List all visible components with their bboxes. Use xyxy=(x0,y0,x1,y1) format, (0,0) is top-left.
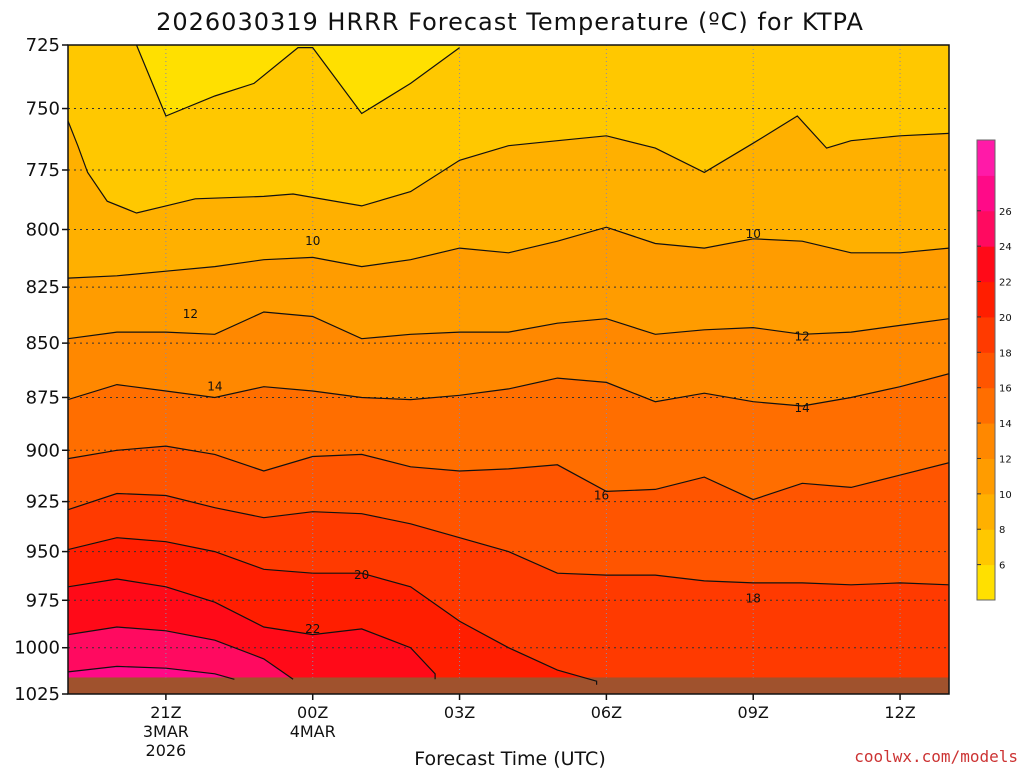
credit-text: coolwx.com/models xyxy=(854,747,1018,766)
contour-label-12: 12 xyxy=(795,329,810,343)
contour-label-16: 16 xyxy=(594,489,609,503)
contour-line-6 xyxy=(135,45,460,117)
legend-swatch-16 xyxy=(977,352,995,389)
y-tick-label: 875 xyxy=(26,387,60,408)
legend-swatch-28 xyxy=(977,140,995,176)
contour-line-22 xyxy=(68,578,436,680)
legend-swatch-4 xyxy=(977,564,995,601)
legend-label: 16 xyxy=(999,384,1012,395)
y-tick-label: 850 xyxy=(26,333,60,354)
grid-lines xyxy=(68,44,949,695)
x-axis-label: Forecast Time (UTC) xyxy=(414,748,605,768)
plot-area: 10 10 12 12 14 14 16 18 20 22 xyxy=(68,44,949,695)
legend-label: 24 xyxy=(999,242,1012,253)
y-tick-label: 775 xyxy=(26,160,60,181)
contour-line-14 xyxy=(68,373,949,407)
contour-label-10: 10 xyxy=(746,227,761,241)
legend-label: 12 xyxy=(999,454,1012,465)
y-tick-label: 925 xyxy=(26,492,60,513)
x-tick-label: 21Z xyxy=(150,703,181,722)
x-tick-label: 09Z xyxy=(738,703,769,722)
y-tick-label: 725 xyxy=(26,35,60,56)
chart-title: 2026030319 HRRR Forecast Temperature (ºC… xyxy=(156,8,864,36)
x-tick-label: 03Z xyxy=(444,703,475,722)
contour-label-14: 14 xyxy=(795,401,810,415)
x-tick-label: 00Z xyxy=(297,703,328,722)
contour-line-10 xyxy=(68,226,949,279)
date-label: 3MAR xyxy=(143,722,189,741)
y-tick-label: 1000 xyxy=(14,638,60,659)
legend-swatch-18 xyxy=(977,316,995,353)
legend-label: 8 xyxy=(999,525,1005,536)
contour-lines xyxy=(68,45,949,685)
legend-label: 20 xyxy=(999,313,1012,324)
contour-label-20: 20 xyxy=(354,568,369,582)
x-tick-label: 12Z xyxy=(884,703,915,722)
legend-swatch-14 xyxy=(977,387,995,424)
y-tick-label: 975 xyxy=(26,590,60,611)
contour-label-18: 18 xyxy=(746,591,761,605)
date-label: 4MAR xyxy=(290,722,336,741)
legend-swatch-12 xyxy=(977,423,995,459)
fill-band-4-pocket xyxy=(136,45,460,116)
legend-swatch-24 xyxy=(977,210,995,247)
legend-frame xyxy=(976,139,996,601)
legend-label: 26 xyxy=(999,207,1012,218)
legend-swatch-22 xyxy=(977,246,995,283)
legend-swatch-10 xyxy=(977,458,995,495)
contour-labels: 10 10 12 12 14 14 16 18 20 22 xyxy=(183,227,810,636)
y-tick-label: 825 xyxy=(26,277,60,298)
contour-line-26 xyxy=(68,665,235,680)
contour-fills xyxy=(68,45,949,694)
contour-label-14: 14 xyxy=(207,380,222,394)
legend-label: 22 xyxy=(999,278,1012,289)
y-tick-label: 800 xyxy=(26,219,60,240)
contour-line-8 xyxy=(68,115,949,214)
ground-strip xyxy=(68,677,949,694)
y-tick-label: 950 xyxy=(26,542,60,563)
y-tick-label: 1025 xyxy=(14,684,60,705)
legend-label: 6 xyxy=(999,561,1005,572)
legend-swatch-6 xyxy=(977,529,995,566)
contour-line-24 xyxy=(68,626,294,680)
contour-line-20 xyxy=(68,537,598,685)
legend-swatch-8 xyxy=(977,493,995,530)
legend-label: 18 xyxy=(999,348,1012,359)
x-tick-label: 06Z xyxy=(591,703,622,722)
plot-frame xyxy=(67,44,950,695)
y-tick-label: 900 xyxy=(26,440,60,461)
contour-line-12 xyxy=(68,311,949,340)
contour-line-18 xyxy=(68,492,949,586)
contour-label-22: 22 xyxy=(305,622,320,636)
legend-swatch-26 xyxy=(977,175,995,212)
date-label: 2026 xyxy=(146,741,187,760)
contour-line-16 xyxy=(68,445,949,501)
y-tick-label: 750 xyxy=(26,99,60,120)
axes: 7257507758008258508759009259509751000102… xyxy=(14,35,950,760)
legend-label: 14 xyxy=(999,419,1012,430)
contour-label-10: 10 xyxy=(305,234,320,248)
legend-swatch-20 xyxy=(977,281,995,318)
contour-label-12: 12 xyxy=(183,307,198,321)
color-legend: 6 8 10 12 14 16 18 20 22 24 26 xyxy=(976,139,1012,601)
legend-label: 10 xyxy=(999,490,1012,501)
